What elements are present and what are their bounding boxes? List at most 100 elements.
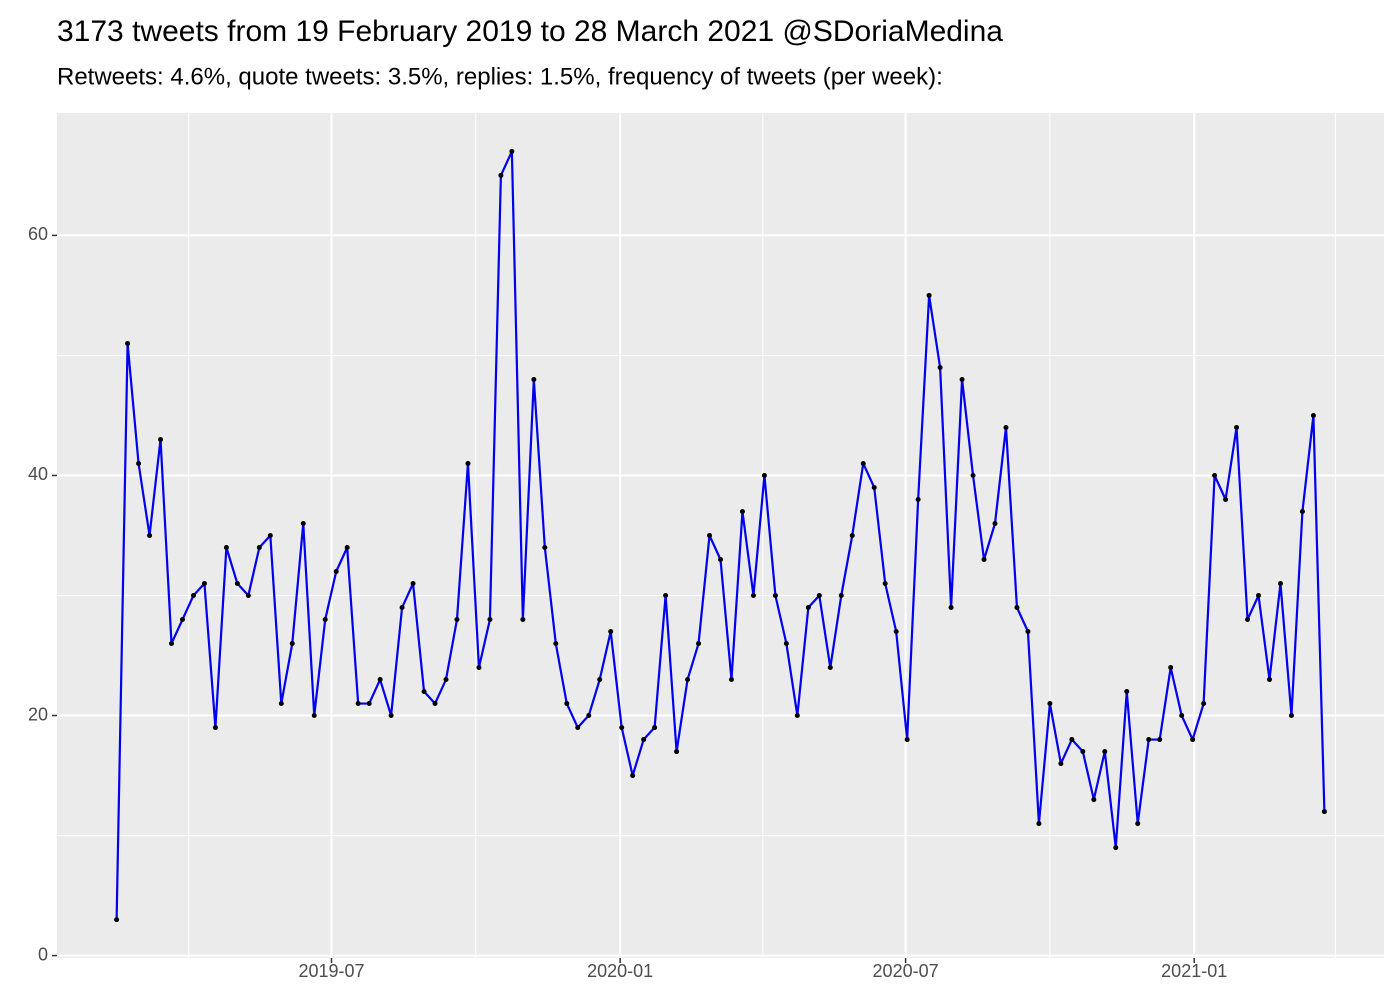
data-point [443, 677, 449, 683]
data-point [937, 364, 943, 370]
data-point [597, 677, 603, 683]
data-point [553, 641, 559, 647]
chart-subtitle: Retweets: 4.6%, quote tweets: 3.5%, repl… [57, 63, 943, 90]
data-point [707, 533, 713, 538]
data-point [1014, 605, 1020, 611]
data-point [355, 701, 361, 707]
data-point [860, 460, 866, 466]
data-point [136, 460, 142, 466]
y-tick-label: 20 [28, 704, 48, 724]
data-point [1157, 737, 1163, 743]
data-point [531, 376, 537, 382]
data-point [1212, 472, 1218, 478]
data-point [377, 677, 383, 683]
data-point [223, 545, 229, 551]
data-point [970, 472, 976, 478]
data-point [674, 749, 680, 755]
data-point [1256, 593, 1262, 599]
data-point [311, 713, 317, 719]
data-point [1277, 581, 1283, 587]
data-point [1266, 677, 1272, 683]
data-point [158, 436, 164, 442]
data-point [1036, 821, 1042, 827]
data-point [761, 472, 767, 478]
data-point [1201, 701, 1207, 707]
data-point [893, 629, 899, 635]
data-point [1288, 713, 1294, 719]
data-point [1102, 749, 1108, 755]
data-point [948, 605, 954, 611]
x-tick-label: 2020-07 [873, 961, 939, 981]
data-point [212, 725, 218, 731]
data-point [750, 593, 756, 599]
data-point [1080, 749, 1086, 755]
data-point [619, 725, 625, 731]
y-tick-label: 60 [28, 224, 48, 244]
data-point [871, 484, 877, 490]
data-point [696, 641, 702, 647]
data-point [1321, 809, 1327, 815]
data-point [849, 533, 855, 538]
data-point [1299, 508, 1305, 514]
data-point [278, 701, 284, 707]
data-point [201, 581, 207, 587]
data-point [344, 545, 350, 551]
data-point [981, 557, 987, 563]
data-point [1113, 845, 1119, 851]
data-point [575, 725, 581, 731]
data-point [1135, 821, 1141, 827]
data-point [1058, 761, 1064, 767]
data-point [542, 545, 548, 551]
data-point [882, 581, 888, 587]
data-point [630, 773, 636, 779]
data-point [783, 641, 789, 647]
data-point [1190, 737, 1196, 743]
data-point [1047, 701, 1053, 707]
data-point [169, 641, 175, 647]
data-point [388, 713, 394, 719]
data-point [509, 148, 515, 154]
data-point [1091, 797, 1097, 803]
data-point [838, 593, 844, 599]
y-tick-label: 0 [38, 944, 48, 964]
x-tick-label: 2019-07 [298, 961, 364, 981]
data-point [959, 376, 965, 382]
data-point [322, 617, 328, 623]
data-point [904, 737, 910, 743]
data-point [608, 629, 614, 635]
data-point [586, 713, 592, 719]
data-point [805, 605, 811, 611]
data-point [114, 917, 120, 923]
data-point [992, 520, 998, 526]
data-point [718, 557, 723, 563]
data-point [1310, 412, 1316, 418]
data-point [827, 665, 833, 671]
data-point [1223, 496, 1229, 502]
data-point [663, 593, 669, 599]
x-tick-label: 2021-01 [1161, 961, 1227, 981]
data-point [520, 617, 526, 623]
data-point [410, 581, 416, 587]
data-point [1168, 665, 1174, 671]
data-point [432, 701, 438, 707]
data-point [1179, 713, 1185, 719]
data-point [915, 496, 921, 502]
data-point [267, 533, 273, 538]
data-point [125, 340, 131, 346]
data-point [772, 593, 778, 599]
data-point [234, 581, 240, 587]
data-point [465, 460, 471, 466]
y-tick-label: 40 [28, 464, 48, 484]
data-point [641, 737, 647, 743]
data-point [179, 617, 185, 623]
data-point [190, 593, 196, 599]
data-point [256, 545, 262, 551]
data-point [1245, 617, 1251, 623]
data-point [1146, 737, 1152, 743]
data-point [333, 569, 339, 575]
x-tick-label: 2020-01 [587, 961, 653, 981]
chart-title: 3173 tweets from 19 February 2019 to 28 … [57, 15, 1003, 48]
data-point [366, 701, 372, 707]
data-point [147, 533, 153, 538]
